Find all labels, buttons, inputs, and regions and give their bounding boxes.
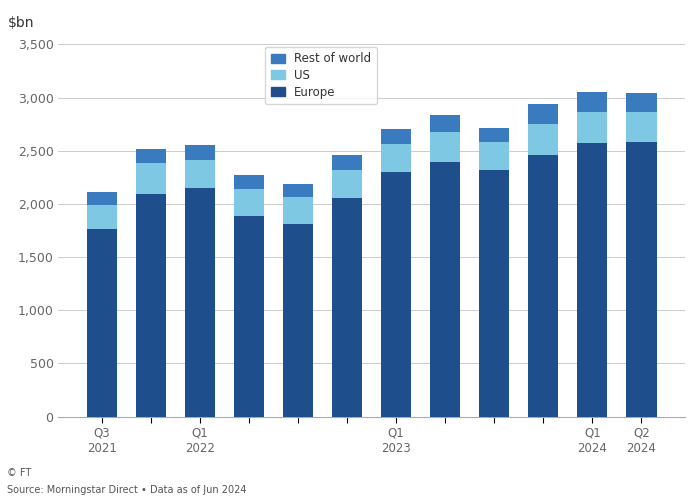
Bar bbox=[185, 188, 216, 416]
Bar bbox=[430, 114, 461, 132]
Bar bbox=[332, 170, 363, 198]
Bar bbox=[234, 216, 265, 416]
Text: $bn: $bn bbox=[8, 16, 35, 30]
Bar bbox=[87, 192, 118, 205]
Bar bbox=[283, 224, 314, 416]
Text: © FT: © FT bbox=[7, 468, 31, 477]
Bar bbox=[381, 129, 412, 144]
Bar bbox=[185, 160, 216, 188]
Bar bbox=[577, 144, 608, 416]
Bar bbox=[87, 205, 118, 230]
Bar bbox=[234, 174, 265, 189]
Legend: Rest of world, US, Europe: Rest of world, US, Europe bbox=[265, 46, 377, 104]
Bar bbox=[626, 93, 657, 112]
Bar bbox=[381, 172, 412, 416]
Bar bbox=[430, 162, 461, 416]
Bar bbox=[381, 144, 412, 172]
Bar bbox=[136, 163, 167, 194]
Bar bbox=[528, 155, 559, 416]
Bar bbox=[626, 142, 657, 416]
Bar bbox=[87, 230, 118, 416]
Bar bbox=[283, 184, 314, 197]
Bar bbox=[136, 194, 167, 416]
Bar bbox=[430, 132, 461, 162]
Bar bbox=[626, 112, 657, 142]
Bar bbox=[528, 104, 559, 124]
Bar bbox=[332, 198, 363, 416]
Bar bbox=[283, 197, 314, 224]
Bar bbox=[332, 155, 363, 170]
Bar bbox=[577, 112, 608, 144]
Bar bbox=[479, 170, 510, 416]
Text: Source: Morningstar Direct • Data as of Jun 2024: Source: Morningstar Direct • Data as of … bbox=[7, 485, 246, 495]
Bar bbox=[577, 92, 608, 112]
Bar bbox=[528, 124, 559, 155]
Bar bbox=[185, 145, 216, 160]
Bar bbox=[136, 148, 167, 163]
Bar bbox=[234, 189, 265, 216]
Bar bbox=[479, 128, 510, 142]
Bar bbox=[479, 142, 510, 170]
